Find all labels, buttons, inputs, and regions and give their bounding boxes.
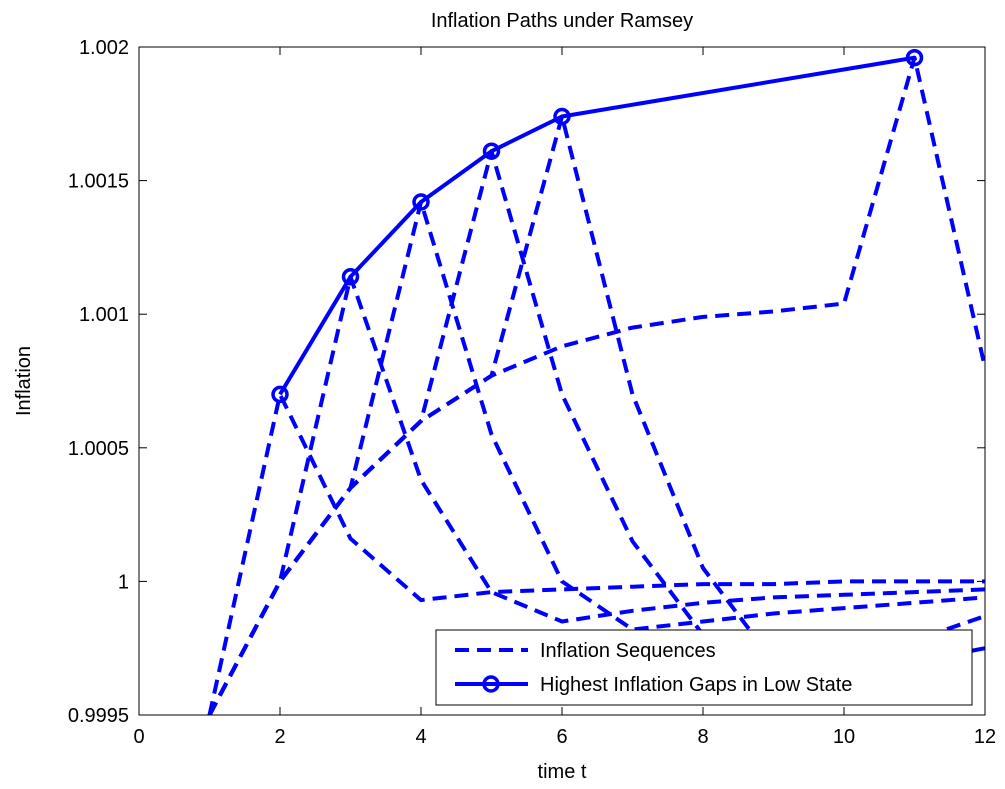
highest-inflation-gap-line (278, 55, 915, 396)
highest-inflation-gap-marker (482, 142, 501, 160)
x-tick-label: 12 (974, 726, 996, 748)
x-tick-label: 4 (415, 726, 426, 748)
inflation-sequence-line-1 (207, 392, 985, 715)
x-tick-label: 8 (697, 726, 708, 748)
x-tick-label: 2 (274, 726, 285, 748)
x-axis-label: time t (538, 761, 587, 783)
x-tick-label: 0 (133, 726, 144, 748)
marker-layer (271, 48, 924, 404)
legend-label-inflation-sequences: Inflation Sequences (540, 640, 716, 662)
y-tick-label: 1.0005 (68, 438, 129, 460)
legend-label-highest-inflation-gaps: Highest Inflation Gaps in Low State (540, 674, 852, 696)
y-tick-label: 1 (118, 571, 129, 593)
highest-inflation-gap-marker (412, 193, 430, 211)
y-tick-label: 1.001 (79, 304, 129, 326)
y-tick-label: 1.002 (79, 37, 129, 59)
legend-swatch-marker (482, 675, 500, 693)
highest-inflation-gap-marker (553, 107, 571, 126)
y-tick-label: 0.9995 (68, 705, 129, 727)
highest-inflation-gap-marker (271, 385, 289, 404)
tick-layer (138, 46, 986, 716)
inflation-sequence-line-6 (207, 55, 985, 715)
legend: Inflation Sequences Highest Inflation Ga… (435, 629, 973, 706)
y-tick-label: 1.0015 (68, 171, 129, 193)
plot-area (139, 47, 985, 715)
highest-inflation-gap-marker (905, 48, 924, 67)
chart-title: Inflation Paths under Ramsey (431, 10, 693, 32)
highest-inflation-gap-marker (341, 268, 360, 286)
legend-box (435, 629, 973, 706)
x-tick-label: 10 (833, 726, 855, 748)
y-axis-label: Inflation (13, 346, 35, 416)
x-tick-label: 6 (556, 726, 567, 748)
tick-label-layer: 0 2 4 6 8 10 12 0.9995 1 1.0005 1.001 1.0015 1.002 (68, 37, 996, 748)
